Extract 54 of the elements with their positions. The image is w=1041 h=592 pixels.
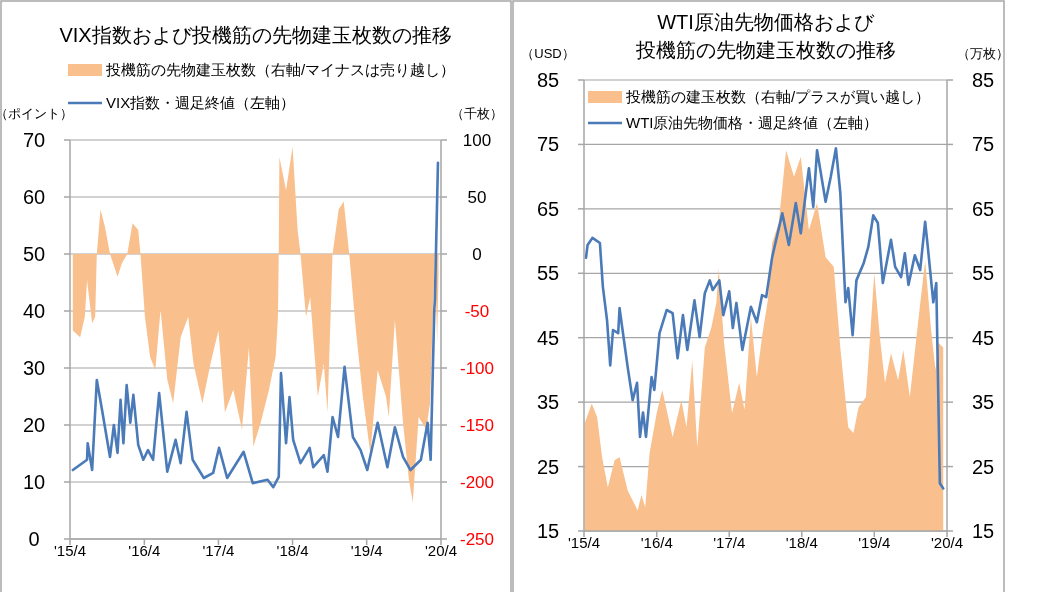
y-tick-label: 50 xyxy=(22,243,46,265)
x-tick-label: '15/4 xyxy=(53,542,87,559)
y2-tick-label: 35 xyxy=(971,391,995,414)
y2-tick-label: -50 xyxy=(464,301,490,321)
y-tick-label: 65 xyxy=(536,197,560,220)
y-tick-label: 25 xyxy=(536,455,560,478)
chart-title: VIX指数および投機筋の先物建玉枚数の推移 xyxy=(59,24,452,46)
x-tick-label: '18/4 xyxy=(276,542,309,559)
chart-title: WTI原油先物価格および投機筋の先物建玉枚数の推移 xyxy=(634,11,896,61)
y-tick-label: 60 xyxy=(22,186,46,208)
y2-tick-label: -200 xyxy=(459,472,495,492)
y-tick-label: 55 xyxy=(536,262,560,285)
legend-label: WTI原油先物価格・週足終値（左軸） xyxy=(626,114,879,132)
y-tick-label: 40 xyxy=(22,300,46,322)
x-tick-label: '19/4 xyxy=(350,542,383,559)
y2-tick-label: 50 xyxy=(467,187,487,207)
y-tick-label: 30 xyxy=(22,357,46,379)
y2-tick-label: -100 xyxy=(459,358,495,378)
y2-tick-label: 55 xyxy=(971,262,995,285)
legend-label: 投機筋の建玉枚数（右軸/プラスが買い越し） xyxy=(625,88,931,106)
y-tick-label: 35 xyxy=(536,391,560,414)
y-axis-title: （ポイント） xyxy=(0,106,73,121)
y-tick-label: 70 xyxy=(22,129,46,151)
x-tick-label: '16/4 xyxy=(128,542,161,559)
y2-tick-label: 85 xyxy=(971,69,995,91)
y2-tick-label: -250 xyxy=(459,529,495,549)
x-tick-label: '15/4 xyxy=(567,534,601,551)
y-tick-label: 75 xyxy=(536,133,560,156)
y-tick-label: 0 xyxy=(28,528,40,550)
y2-axis-title: （万枚） xyxy=(957,46,1009,61)
y-tick-label: 20 xyxy=(22,414,46,436)
x-tick-label: '20/4 xyxy=(424,542,458,559)
y-tick-label: 85 xyxy=(536,69,560,91)
y2-tick-label: 15 xyxy=(971,520,995,542)
y2-tick-label: 25 xyxy=(971,455,995,478)
y2-tick-label: 75 xyxy=(971,133,995,156)
legend-label: 投機筋の先物建玉枚数（右軸/マイナスは売り越し） xyxy=(105,61,456,79)
y-tick-label: 15 xyxy=(536,520,560,542)
y2-axis-title: （千枚） xyxy=(451,106,503,121)
x-tick-label: '17/4 xyxy=(202,542,235,559)
x-tick-label: '19/4 xyxy=(858,534,891,551)
x-tick-label: '17/4 xyxy=(713,534,746,551)
y2-tick-label: 45 xyxy=(971,326,995,349)
y2-tick-label: 100 xyxy=(462,130,492,150)
x-tick-label: '20/4 xyxy=(930,534,964,551)
y2-tick-label: 0 xyxy=(472,244,482,264)
y-tick-label: 45 xyxy=(536,326,560,349)
y-tick-label: 10 xyxy=(22,471,46,493)
legend-label: VIX指数・週足終値（左軸） xyxy=(106,94,296,112)
y2-tick-label: -150 xyxy=(459,415,495,435)
x-tick-label: '18/4 xyxy=(785,534,818,551)
x-tick-label: '16/4 xyxy=(640,534,673,551)
y-axis-title: （USD） xyxy=(521,46,575,61)
y2-tick-label: 65 xyxy=(971,197,995,220)
